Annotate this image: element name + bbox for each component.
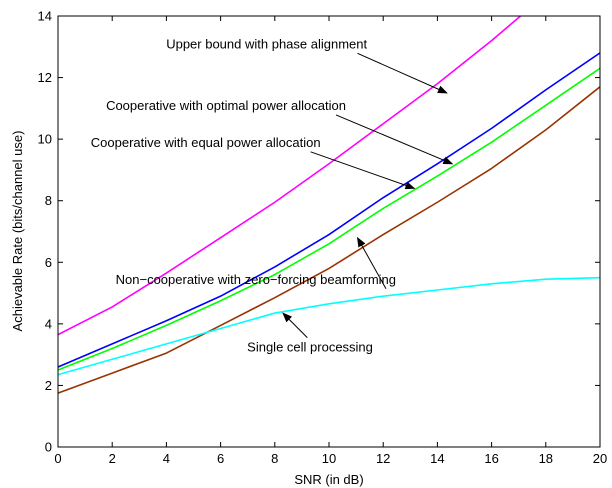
annotation-layer: Upper bound with phase alignment Cooperat… (91, 36, 454, 355)
y-tick-label: 10 (38, 132, 52, 147)
series-layer (58, 16, 600, 394)
series-line-5 (58, 276, 600, 376)
x-tick-label: 8 (271, 451, 278, 466)
x-tick-label: 12 (376, 451, 390, 466)
x-tick-label: 18 (539, 451, 553, 466)
y-axis-label: Achievable Rate (bits/channel use) (10, 131, 25, 332)
annotation-arrow (282, 312, 308, 338)
annotation-label: Cooperative with equal power allocation (91, 135, 321, 150)
annotation-arrow (310, 151, 416, 190)
x-axis-label: SNR (in dB) (294, 472, 363, 487)
x-tick-label: 2 (109, 451, 116, 466)
annotation-arrow (357, 52, 448, 94)
annotation-arrow (357, 236, 387, 290)
y-tick-label: 0 (45, 440, 52, 455)
series-line-4 (58, 86, 600, 394)
ticks-layer: 0 2 4 6 8 10 12 14 16 18 20 0 2 4 6 8 10 12 14 (38, 9, 608, 467)
annotation-arrow (335, 114, 454, 165)
y-tick-label: 6 (45, 255, 52, 270)
plot-area (58, 16, 600, 447)
series-line-3 (58, 67, 600, 371)
x-tick-label: 6 (217, 451, 224, 466)
x-tick-label: 14 (430, 451, 444, 466)
annotation-label: Cooperative with optimal power allocatio… (106, 98, 346, 113)
x-tick-label: 16 (484, 451, 498, 466)
y-tick-label: 2 (45, 378, 52, 393)
x-tick-label: 4 (163, 451, 170, 466)
y-tick-label: 14 (38, 9, 52, 24)
y-tick-label: 8 (45, 193, 52, 208)
series-line-1 (58, 16, 522, 336)
y-tick-label: 4 (45, 316, 52, 331)
series-line-2 (58, 52, 600, 368)
x-tick-label: 0 (54, 451, 61, 466)
annotation-label: Single cell processing (247, 340, 373, 355)
annotation-label: Non−cooperative with zero−forcing beamfo… (116, 272, 396, 287)
x-tick-label: 20 (593, 451, 607, 466)
annotation-label: Upper bound with phase alignment (166, 36, 367, 51)
x-tick-label: 10 (322, 451, 336, 466)
y-tick-label: 12 (38, 70, 52, 85)
